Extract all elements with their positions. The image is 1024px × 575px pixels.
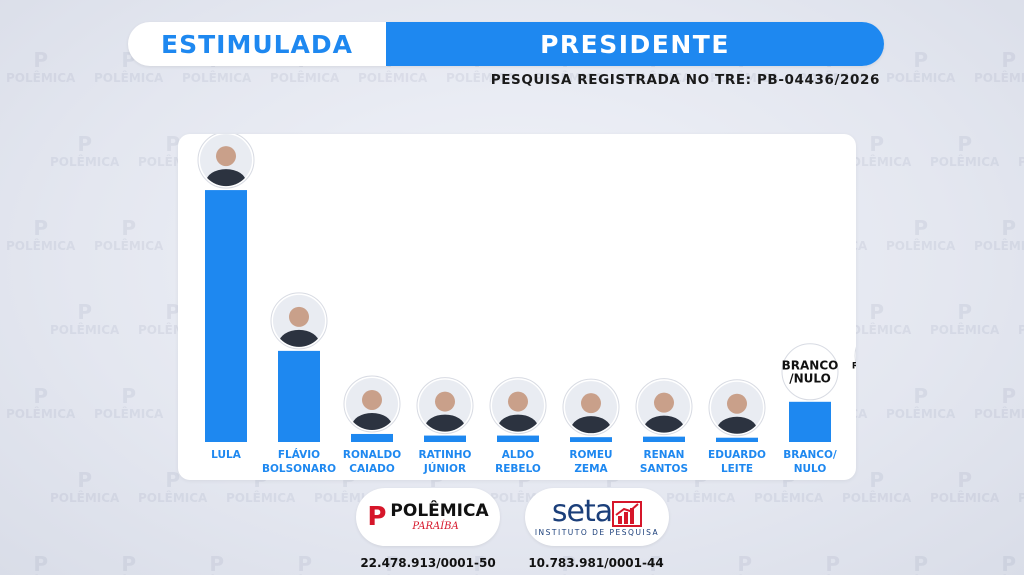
- seta-cnpj: 10.783.981/0001-44: [528, 556, 664, 570]
- chart-panel: LULA FLÁVIO BOLSONARO RONALDO CAIADO RATINHO J…: [178, 134, 856, 480]
- bar: [789, 401, 831, 442]
- marker-circle: [854, 346, 856, 365]
- registro-tre-text: PESQUISA REGISTRADA NO TRE: PB-04436/202…: [490, 72, 880, 88]
- category-label: RONALDO: [343, 449, 401, 461]
- marker-label: /NULO: [789, 371, 831, 385]
- avatar-icon: [346, 377, 398, 430]
- bar: [570, 437, 612, 442]
- seta-sub: INSTITUTO DE PESQUISA: [534, 528, 660, 538]
- category-label: ZEMA: [574, 463, 608, 475]
- polemica-sub: PARAÍBA: [412, 520, 459, 532]
- category-label: CAIADO: [349, 463, 395, 475]
- category-label: RENAN: [644, 449, 685, 461]
- polemica-logo: P POLÊMICA PARAÍBA: [356, 488, 500, 546]
- category-label: JÚNIOR: [423, 462, 466, 475]
- bar: [497, 435, 539, 442]
- bar-growth-icon: [612, 501, 643, 528]
- category-label: LULA: [211, 449, 242, 461]
- category-label: ROMEU: [569, 449, 612, 461]
- avatar-icon: [492, 379, 544, 432]
- header-estimulada-label: ESTIMULADA: [161, 29, 353, 59]
- polemica-mark-icon: P: [367, 502, 387, 532]
- seta-name: seta: [551, 494, 613, 530]
- avatar-icon: [711, 381, 763, 434]
- bar: [424, 435, 466, 442]
- bar: [643, 436, 685, 442]
- category-label: BRANCO/: [783, 449, 837, 461]
- bar: [351, 433, 393, 442]
- bar: [205, 190, 247, 442]
- polemica-name: POLÊMICA: [390, 500, 489, 521]
- header-presidente-label: PRESIDENTE: [386, 22, 884, 66]
- category-label: NULO: [794, 463, 827, 475]
- bar-chart: LULA FLÁVIO BOLSONARO RONALDO CAIADO RATINHOJ…: [197, 134, 856, 475]
- avatar-icon: [419, 379, 471, 432]
- category-label: EDUARDO: [708, 449, 766, 461]
- avatar-icon: [273, 294, 325, 347]
- category-label: BOLSONARO: [262, 463, 336, 475]
- bar: [716, 437, 758, 442]
- marker-circle: [781, 343, 839, 401]
- bar: [278, 350, 320, 442]
- avatar-icon: [200, 134, 252, 187]
- category-label: LEITE: [721, 463, 753, 475]
- category-label: SANTOS: [640, 463, 688, 475]
- polemica-cnpj: 22.478.913/0001-50: [360, 556, 496, 570]
- marker-label: RESPONDEU: [852, 362, 856, 372]
- category-label: RATINHO: [419, 449, 472, 461]
- avatar-icon: [638, 380, 690, 433]
- avatar-icon: [565, 381, 617, 434]
- category-label: FLÁVIO: [278, 448, 320, 461]
- marker-label: BRANCO: [782, 358, 839, 372]
- seta-logo: seta INSTITUTO DE PESQUISA: [525, 488, 669, 546]
- category-label: ALDO: [502, 449, 535, 461]
- category-label: REBELO: [495, 463, 541, 475]
